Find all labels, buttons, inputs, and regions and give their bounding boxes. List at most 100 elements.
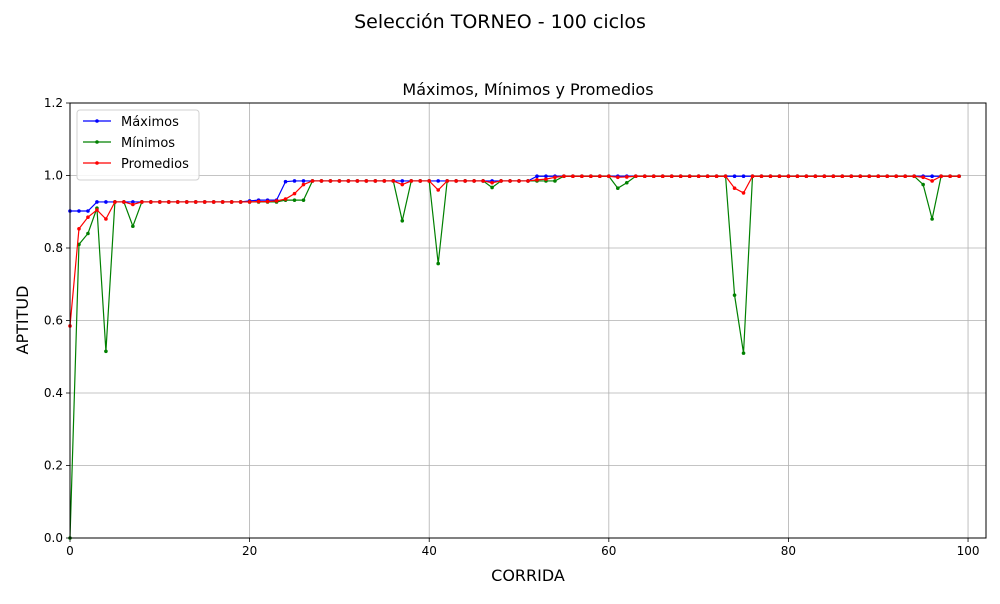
x-tick-label: 20 [242,544,257,558]
data-point [104,217,108,221]
data-point [302,179,306,183]
x-axis-label: CORRIDA [491,566,565,585]
data-point [742,191,746,195]
data-point [302,183,306,187]
data-point [742,351,746,355]
data-point [185,200,189,204]
legend-marker [95,140,99,144]
data-point [400,183,404,187]
data-point [158,200,162,204]
data-point [356,179,360,183]
data-point [580,174,584,178]
data-point [930,174,934,178]
data-point [293,192,297,196]
data-point [266,200,270,204]
data-point [885,174,889,178]
data-point [670,174,674,178]
data-point [508,179,512,183]
data-point [939,174,943,178]
data-point [724,174,728,178]
data-point [140,200,144,204]
data-point [104,350,108,354]
data-point [751,174,755,178]
x-tick-label: 60 [601,544,616,558]
data-point [921,183,925,187]
data-point [814,174,818,178]
y-tick-label: 0.0 [44,531,63,545]
x-tick-label: 80 [781,544,796,558]
legend-label: Mínimos [121,136,175,151]
data-point [957,174,961,178]
data-point [805,174,809,178]
data-point [427,179,431,183]
data-point [912,174,916,178]
data-point [383,179,387,183]
data-point [607,174,611,178]
data-point [329,179,333,183]
data-point [867,174,871,178]
data-point [203,200,207,204]
data-point [86,232,90,236]
data-point [778,174,782,178]
data-point [930,217,934,221]
data-point [769,174,773,178]
data-point [490,186,494,190]
data-point [652,174,656,178]
data-point [95,200,99,204]
data-point [400,219,404,223]
x-tick-label: 100 [957,544,980,558]
y-tick-label: 0.4 [44,386,63,400]
data-point [365,179,369,183]
data-point [616,176,620,180]
data-point [131,224,135,228]
y-tick-label: 1.0 [44,169,63,183]
data-point [553,179,557,183]
data-point [849,174,853,178]
data-point [490,181,494,185]
data-point [400,179,404,183]
y-tick-label: 0.8 [44,241,63,255]
y-tick-label: 0.6 [44,314,63,328]
data-point [841,174,845,178]
data-point [544,177,548,181]
data-point [526,179,530,183]
data-point [858,174,862,178]
data-point [445,179,449,183]
data-point [374,179,378,183]
data-point [86,215,90,219]
series-line [70,176,959,326]
data-point [598,174,602,178]
data-point [293,198,297,202]
data-point [535,178,539,182]
series-2 [68,174,961,539]
data-point [248,200,252,204]
data-point [436,262,440,266]
data-point [715,174,719,178]
data-point [948,174,952,178]
data-point [436,188,440,192]
data-point [787,174,791,178]
data-point [86,209,90,213]
data-point [481,179,485,183]
data-point [760,174,764,178]
legend-marker [95,119,99,123]
data-point [320,179,324,183]
data-point [625,175,629,179]
data-point [903,174,907,178]
grid-lines [70,103,986,538]
data-point [894,174,898,178]
x-tick-label: 0 [66,544,74,558]
data-point [832,174,836,178]
data-point [338,179,342,183]
data-point [930,179,934,183]
data-point [625,181,629,185]
data-point [95,208,99,212]
data-point [733,186,737,190]
data-point [571,174,575,178]
y-tick-label: 0.2 [44,459,63,473]
data-point [616,186,620,190]
data-point [454,179,458,183]
data-point [436,179,440,183]
y-axis-label: APTITUD [13,286,32,355]
